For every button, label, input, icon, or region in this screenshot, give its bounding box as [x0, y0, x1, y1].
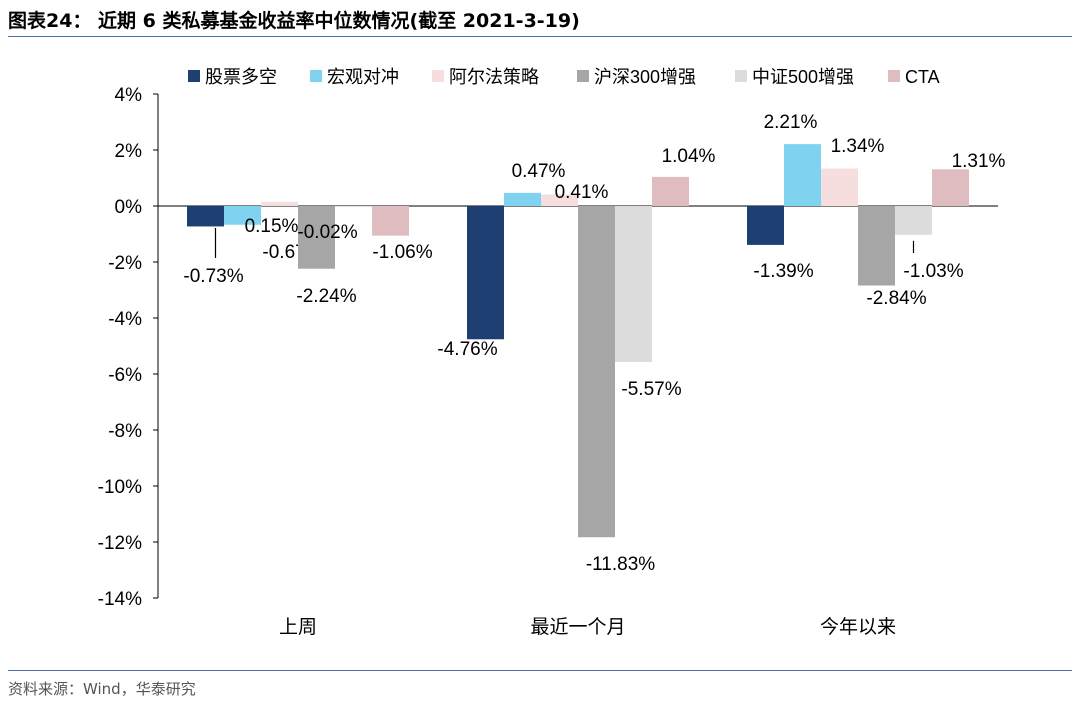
- bar: [615, 206, 652, 362]
- x-category-label: 上周: [279, 616, 317, 638]
- bar: [298, 206, 335, 269]
- legend-label: CTA: [905, 67, 940, 87]
- x-category-label: 最近一个月: [530, 616, 625, 638]
- data-label: 0.41%: [555, 182, 609, 203]
- data-label: 1.31%: [952, 151, 1006, 172]
- data-label: -11.83%: [586, 554, 655, 575]
- legend-label: 股票多空: [205, 67, 277, 87]
- data-label: -5.57%: [621, 379, 681, 400]
- bar: [541, 194, 578, 206]
- legend-swatch: [432, 70, 444, 82]
- legend-swatch: [735, 70, 747, 82]
- legend-swatch: [888, 70, 900, 82]
- chart-title: 图表24： 近期 6 类私募基金收益率中位数情况(截至 2021-3-19): [8, 10, 580, 32]
- legend-swatch: [577, 70, 589, 82]
- data-label: -1.06%: [372, 242, 432, 263]
- y-tick-label: 0%: [115, 197, 143, 218]
- legend-swatch: [188, 70, 200, 82]
- y-tick-label: 2%: [115, 141, 143, 162]
- legend-label: 沪深300增强: [594, 67, 696, 87]
- legend-label: 阿尔法策略: [449, 67, 539, 87]
- bar: [261, 201, 298, 206]
- data-label: -1.03%: [903, 261, 963, 282]
- bar-chart: 股票多空 宏观对冲 阿尔法策略 沪深300增强 中证500增强 CTA 4% 2% 0% -2% -…: [98, 67, 1006, 638]
- bar: [821, 168, 858, 206]
- x-category-label: 今年以来: [820, 616, 896, 638]
- source-note: 资料来源：Wind，华泰研究: [8, 680, 196, 698]
- y-tick-label: -4%: [108, 309, 142, 330]
- bar: [895, 206, 932, 235]
- data-label: -2.84%: [866, 288, 926, 309]
- data-label: 0.15%: [245, 216, 299, 237]
- data-label: 1.34%: [831, 136, 885, 157]
- bar: [224, 206, 261, 225]
- y-tick-label: -10%: [98, 477, 142, 498]
- y-tick-label: 4%: [115, 85, 143, 106]
- data-label: -4.76%: [437, 339, 497, 360]
- bar: [372, 206, 409, 236]
- legend-swatch: [310, 70, 322, 82]
- legend-label: 中证500增强: [752, 67, 854, 87]
- bar: [652, 176, 689, 206]
- data-label: -1.39%: [753, 261, 813, 282]
- data-label: -0.73%: [183, 266, 243, 287]
- footer-divider: [8, 670, 1072, 671]
- y-tick-label: -14%: [98, 589, 142, 610]
- title-divider: [8, 36, 1072, 37]
- y-tick-label: -6%: [108, 365, 142, 386]
- data-label: 0.47%: [512, 161, 566, 182]
- y-tick-label: -8%: [108, 421, 142, 442]
- bar: [747, 206, 784, 245]
- bar: [858, 206, 895, 286]
- data-label: -0.02%: [297, 222, 357, 243]
- y-tick-label: -2%: [108, 253, 142, 274]
- bar: [578, 206, 615, 538]
- bar: [467, 206, 504, 340]
- y-tick-label: -12%: [98, 533, 142, 554]
- bar: [784, 144, 821, 206]
- bar: [335, 206, 372, 207]
- data-label: 2.21%: [764, 112, 818, 133]
- bar: [187, 206, 224, 227]
- legend-label: 宏观对冲: [327, 67, 399, 87]
- data-label: 1.04%: [662, 146, 716, 167]
- bar: [932, 169, 969, 206]
- bar: [504, 192, 541, 206]
- data-label: -2.24%: [296, 286, 356, 307]
